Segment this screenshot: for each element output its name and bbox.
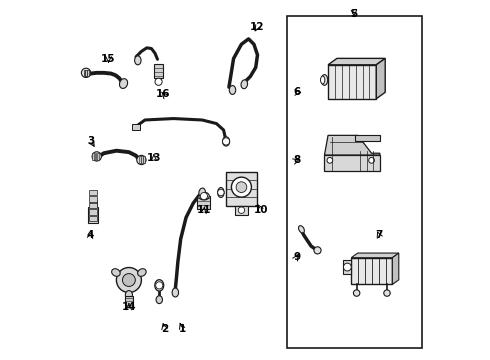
Bar: [324, 155, 380, 171]
Polygon shape: [392, 253, 399, 284]
Bar: [287, 16, 422, 348]
Ellipse shape: [241, 80, 247, 89]
Bar: [132, 124, 140, 130]
Circle shape: [156, 282, 163, 289]
Circle shape: [238, 207, 245, 213]
Circle shape: [222, 138, 230, 145]
Text: 9: 9: [293, 252, 300, 262]
Ellipse shape: [135, 56, 141, 65]
Bar: [141, 156, 143, 163]
Circle shape: [231, 177, 251, 197]
Ellipse shape: [199, 188, 205, 197]
Text: 14: 14: [122, 302, 136, 312]
Circle shape: [92, 152, 101, 161]
Bar: [85, 69, 87, 76]
Bar: [89, 216, 98, 221]
Circle shape: [236, 182, 247, 193]
Bar: [343, 260, 351, 274]
Ellipse shape: [320, 76, 325, 84]
Text: 3: 3: [87, 136, 94, 146]
Bar: [154, 64, 163, 78]
Ellipse shape: [155, 280, 164, 291]
Bar: [83, 69, 85, 76]
Text: 1: 1: [179, 324, 186, 334]
Text: 5: 5: [350, 9, 358, 19]
Circle shape: [81, 68, 91, 77]
Circle shape: [314, 247, 321, 254]
Ellipse shape: [218, 188, 224, 198]
Bar: [351, 258, 392, 284]
Polygon shape: [351, 253, 399, 258]
Bar: [226, 172, 257, 206]
Circle shape: [368, 157, 374, 163]
Bar: [235, 206, 248, 215]
Circle shape: [200, 193, 207, 200]
Bar: [97, 153, 98, 160]
Ellipse shape: [112, 269, 120, 276]
Ellipse shape: [222, 137, 230, 146]
Circle shape: [137, 156, 146, 165]
Bar: [89, 209, 98, 215]
Circle shape: [122, 274, 135, 287]
Circle shape: [327, 157, 333, 163]
Bar: [143, 156, 145, 163]
Bar: [328, 65, 376, 99]
Bar: [197, 196, 210, 208]
Text: 4: 4: [87, 230, 95, 240]
Circle shape: [218, 189, 224, 196]
Polygon shape: [328, 58, 385, 65]
Ellipse shape: [156, 296, 163, 303]
Text: 10: 10: [254, 205, 269, 215]
Ellipse shape: [120, 79, 127, 89]
Bar: [90, 201, 97, 207]
Bar: [89, 190, 98, 195]
Circle shape: [384, 290, 390, 296]
Bar: [139, 156, 141, 163]
Text: 12: 12: [250, 22, 265, 32]
Bar: [89, 203, 98, 208]
Bar: [87, 69, 89, 76]
Bar: [355, 135, 380, 141]
Bar: [93, 153, 94, 160]
Ellipse shape: [125, 291, 132, 300]
Bar: [88, 207, 98, 223]
Text: 13: 13: [147, 153, 161, 163]
Text: 15: 15: [101, 54, 116, 64]
Circle shape: [155, 78, 162, 85]
Polygon shape: [376, 58, 385, 99]
Ellipse shape: [321, 75, 328, 85]
Ellipse shape: [138, 269, 146, 276]
Circle shape: [343, 263, 351, 271]
Text: 7: 7: [375, 230, 383, 240]
Ellipse shape: [198, 192, 209, 200]
Ellipse shape: [229, 86, 236, 94]
Text: 11: 11: [196, 205, 211, 215]
Circle shape: [353, 290, 360, 296]
Ellipse shape: [172, 288, 178, 297]
Ellipse shape: [298, 226, 304, 233]
Text: 6: 6: [293, 87, 300, 98]
Polygon shape: [324, 135, 380, 155]
Circle shape: [117, 267, 142, 293]
Text: 2: 2: [161, 324, 168, 334]
Text: 8: 8: [293, 156, 300, 165]
Bar: [124, 296, 133, 307]
Bar: [89, 197, 98, 202]
Text: 16: 16: [156, 89, 171, 99]
Bar: [95, 153, 97, 160]
